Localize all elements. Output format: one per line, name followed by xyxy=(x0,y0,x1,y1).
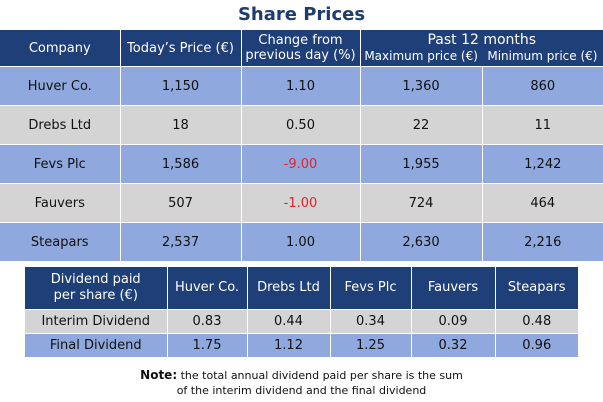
header-company: Drebs Ltd xyxy=(247,267,331,310)
max-cell: 22 xyxy=(360,105,483,145)
header-change: Change from previous day (%) xyxy=(241,30,361,67)
footnote: Note: the total annual dividend paid per… xyxy=(0,368,603,398)
header-max-price: Maximum price (€) xyxy=(364,49,478,63)
dividend-table: Dividend paid per share (€) Huver Co. Dr… xyxy=(25,267,578,357)
min-cell: 464 xyxy=(482,183,603,223)
price-cell: 1,150 xyxy=(120,66,242,106)
max-cell: 1,955 xyxy=(360,144,483,184)
change-cell: -1.00 xyxy=(241,183,361,223)
dividend-value: 0.96 xyxy=(495,333,578,357)
table-row: Fauvers 507 -1.00 724 464 xyxy=(0,183,603,223)
header-dividend-line2: per share (€) xyxy=(53,288,138,303)
header-company: Steapars xyxy=(495,267,578,310)
max-cell: 1,360 xyxy=(360,66,483,106)
company-cell: Drebs Ltd xyxy=(0,105,121,145)
change-cell: 1.00 xyxy=(241,222,361,261)
header-company: Fauvers xyxy=(411,267,496,310)
price-cell: 18 xyxy=(120,105,242,145)
company-cell: Steapars xyxy=(0,222,121,261)
min-cell: 11 xyxy=(482,105,603,145)
dividend-table-header: Dividend paid per share (€) Huver Co. Dr… xyxy=(25,267,578,310)
max-cell: 2,630 xyxy=(360,222,483,261)
dividend-value: 1.12 xyxy=(247,333,331,357)
change-cell: 1.10 xyxy=(241,66,361,106)
note-label: Note: xyxy=(140,368,178,382)
table-row: Interim Dividend 0.83 0.44 0.34 0.09 0.4… xyxy=(25,309,578,334)
header-company: Huver Co. xyxy=(167,267,248,310)
dividend-value: 1.25 xyxy=(330,333,412,357)
header-min-price: Minimum price (€) xyxy=(487,49,598,63)
company-cell: Huver Co. xyxy=(0,66,121,106)
header-company: Fevs Plc xyxy=(330,267,412,310)
price-cell: 2,537 xyxy=(120,222,242,261)
note-line1: the total annual dividend paid per share… xyxy=(177,369,463,382)
change-cell: 0.50 xyxy=(241,105,361,145)
dividend-label: Final Dividend xyxy=(25,333,168,357)
dividend-value: 0.09 xyxy=(411,309,496,334)
min-cell: 2,216 xyxy=(482,222,603,261)
table-row: Final Dividend 1.75 1.12 1.25 0.32 0.96 xyxy=(25,333,578,357)
change-cell: -9.00 xyxy=(241,144,361,184)
header-change-line1: Change from xyxy=(258,33,343,48)
note-line2: of the interim dividend and the final di… xyxy=(176,384,427,397)
table-row: Drebs Ltd 18 0.50 22 11 xyxy=(0,105,603,145)
price-cell: 1,586 xyxy=(120,144,242,184)
dividend-value: 0.44 xyxy=(247,309,331,334)
header-past-12-months: Past 12 months Maximum price (€) Minimum… xyxy=(360,30,603,67)
header-company: Company xyxy=(0,30,121,67)
table-row: Steapars 2,537 1.00 2,630 2,216 xyxy=(0,222,603,261)
company-cell: Fauvers xyxy=(0,183,121,223)
share-prices-table: Company Today’s Price (€) Change from pr… xyxy=(0,30,603,261)
company-cell: Fevs Plc xyxy=(0,144,121,184)
table-row: Huver Co. 1,150 1.10 1,360 860 xyxy=(0,66,603,106)
dividend-value: 0.34 xyxy=(330,309,412,334)
max-cell: 724 xyxy=(360,183,483,223)
price-cell: 507 xyxy=(120,183,242,223)
header-dividend-paid: Dividend paid per share (€) xyxy=(25,267,168,310)
dividend-value: 0.83 xyxy=(167,309,248,334)
dividend-label: Interim Dividend xyxy=(25,309,168,334)
header-change-line2: previous day (%) xyxy=(245,48,356,63)
dividend-value: 1.75 xyxy=(167,333,248,357)
min-cell: 860 xyxy=(482,66,603,106)
header-past-label: Past 12 months xyxy=(427,32,537,48)
table-row: Fevs Plc 1,586 -9.00 1,955 1,242 xyxy=(0,144,603,184)
share-table-header: Company Today’s Price (€) Change from pr… xyxy=(0,30,603,67)
page-title: Share Prices xyxy=(237,4,366,25)
header-dividend-line1: Dividend paid xyxy=(50,272,141,287)
dividend-value: 0.32 xyxy=(411,333,496,357)
header-today-price: Today’s Price (€) xyxy=(120,30,242,67)
dividend-value: 0.48 xyxy=(495,309,578,334)
min-cell: 1,242 xyxy=(482,144,603,184)
